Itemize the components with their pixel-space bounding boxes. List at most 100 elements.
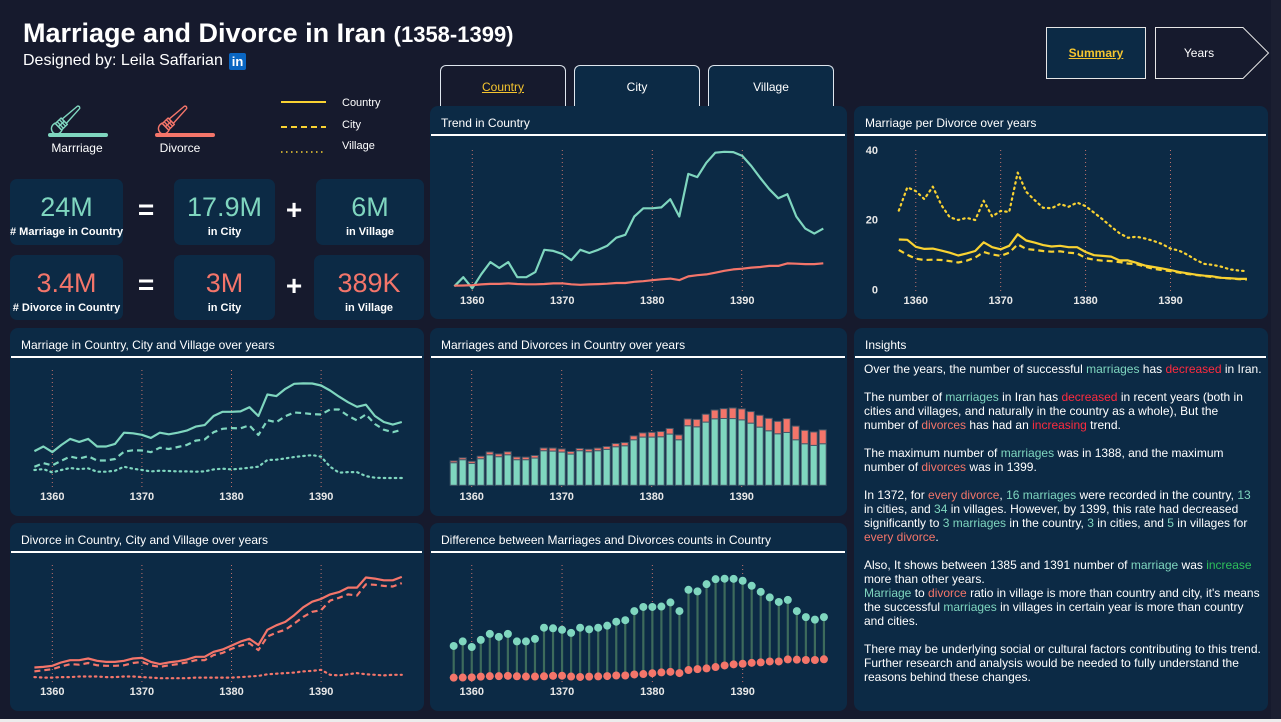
insight-paragraph: The maximum number of marriages was in 1… [864,446,1262,474]
x-tick-label: 1390 [309,686,333,698]
series-line-city [898,243,1247,281]
point-divorce [540,672,548,681]
kpi-value: 389K [337,268,401,298]
insights-text: Over the years, the number of successful… [864,362,1262,698]
bar-divorce [467,460,476,464]
bar-divorce [593,447,602,452]
x-tick-label: 1390 [730,686,754,698]
bar-divorce [575,447,584,452]
point-marriage [594,623,603,632]
point-marriage [576,623,585,632]
bar-divorce [512,456,521,461]
tab-country[interactable]: Country [440,65,566,107]
linkedin-icon[interactable]: in [229,53,246,70]
title-divider [431,551,845,553]
years-page-button[interactable]: Years [1155,27,1271,80]
difference-panel: Difference between Marriages and Divorce… [430,523,847,711]
insight-paragraph: Over the years, the number of successful… [864,362,1262,376]
bar-divorce [683,418,692,427]
point-marriage [530,634,539,643]
kpi-label: in Village [345,226,395,238]
highlight-teal: 3 marriages [942,516,1007,530]
insight-text: were recorded in the country, [1076,488,1238,502]
bar-marriage [485,454,494,486]
bar-divorce [665,427,674,435]
point-divorce [558,671,567,680]
divorce-brush-icon [155,105,215,137]
kpi-value: 24M [40,192,93,222]
series-line-country [34,575,403,669]
point-divorce [819,655,828,664]
kpi-value: 3M [205,268,244,298]
insight-paragraph: There may be underlying social or cultur… [864,642,1262,684]
bar-marriage [557,451,566,486]
bar-divorce [521,456,530,461]
bar-marriage [503,454,512,486]
highlight-salmon: divorce [928,586,967,600]
bar-marriage [467,462,476,486]
trend-chart: 1360 1370 1380 1390 [453,150,824,307]
marriage-ccv-chart: 1360 1370 1380 1390 [33,370,403,503]
bar-marriage [746,422,755,486]
x-tick-label: 1390 [309,491,333,503]
x-tick-label: 1390 [1158,295,1182,307]
point-marriage [476,635,485,644]
point-divorce [567,672,576,681]
bar-marriage [602,448,611,486]
point-marriage [774,597,783,606]
designer-credit: Designed by: Leila Saffarian [23,52,223,69]
point-divorce [458,673,467,682]
point-divorce [576,672,585,681]
tab-city[interactable]: City [574,65,700,107]
kpi-label: in Village [344,302,394,314]
point-marriage [810,615,819,624]
series-line-village [897,171,1248,273]
tab-village[interactable]: Village [708,65,834,107]
kpi-divorce-village: 389K in Village [314,255,424,320]
kpi-value: 6M [351,192,389,222]
point-divorce [521,672,530,681]
point-marriage [449,641,458,650]
bar-marriage [611,446,620,486]
highlight-teal: 16 marriages [1006,488,1077,502]
title-divider [11,356,422,358]
insight-text: The number of [864,390,946,404]
bar-divorce [557,448,566,453]
point-divorce [594,672,603,681]
point-divorce [675,669,684,678]
summary-page-button[interactable]: Summary [1046,27,1146,79]
x-tick-label: 1380 [640,686,664,698]
gridlines [915,150,1171,294]
kpi-label: # Divorce in Country [12,302,121,314]
bar-marriage [782,431,791,486]
bar-divorce [458,457,467,461]
insight-text: The maximum number of [864,446,1001,460]
bar-divorce [494,453,503,458]
series-line-country [33,382,403,454]
point-divorce [711,663,720,672]
bar-divorce [746,411,755,424]
point-marriage [503,629,512,638]
x-tick-label: 1380 [1073,295,1097,307]
bar-divorce [764,417,773,432]
bar-marriage [818,443,827,486]
years-label: Years [1183,46,1215,60]
point-marriage [485,629,494,638]
bar-marriage [494,456,503,486]
series-line-marriage [453,150,824,290]
panel-title: Marriage in Country, City and Village ov… [21,338,275,352]
x-tick-label: 1360 [40,491,64,503]
point-divorce [503,671,512,680]
bar-marriage [665,433,674,486]
marriage-ccv-panel: Marriage in Country, City and Village ov… [10,328,424,516]
insight-text: in recent years (both in cities and vill… [864,390,1243,432]
point-marriage [585,625,594,634]
marriage-brush-icon [48,105,108,137]
highlight-teal: marriage [1130,558,1179,572]
legend-label-country: Country [342,97,381,109]
stacked-bar-chart: 1360 1370 1380 1390 [449,370,827,503]
bar-marriage [728,418,737,486]
bar-marriage [773,433,782,486]
trend-in-country-panel: Trend in Country 1360 1370 1380 1390 [430,106,847,319]
point-marriage [558,625,567,634]
